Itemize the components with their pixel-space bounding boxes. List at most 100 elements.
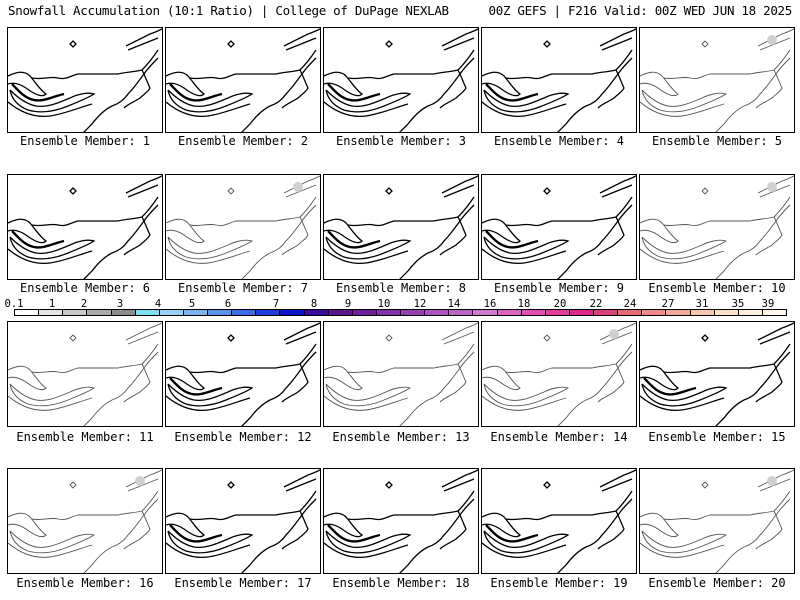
legend-tick-label: 5 xyxy=(188,298,196,310)
member-map xyxy=(8,322,162,426)
legend-tick-label: 3 xyxy=(116,298,124,310)
member-map xyxy=(166,175,320,279)
legend-color-box xyxy=(182,309,208,316)
legend-tick-label: 1 xyxy=(48,298,56,310)
ensemble-member-panel xyxy=(323,321,479,427)
ensemble-member-label: Ensemble Member: 1 xyxy=(19,134,151,148)
legend-color-box xyxy=(255,309,281,316)
ensemble-member-label: Ensemble Member: 12 xyxy=(174,430,312,444)
member-map xyxy=(324,469,478,573)
member-map xyxy=(482,175,636,279)
legend-color-box xyxy=(472,309,498,316)
ensemble-member-panel xyxy=(323,174,479,280)
member-map xyxy=(8,175,162,279)
legend-color-box xyxy=(231,309,257,316)
legend-tick-label: 18 xyxy=(517,298,531,310)
ensemble-member-label: Ensemble Member: 11 xyxy=(16,430,154,444)
legend-color-box xyxy=(713,309,739,316)
member-map xyxy=(166,322,320,426)
legend-tick-label: 9 xyxy=(344,298,352,310)
legend-color-box xyxy=(689,309,715,316)
legend-tick-label: 24 xyxy=(623,298,637,310)
member-map xyxy=(640,175,794,279)
legend-color-box xyxy=(351,309,377,316)
legend-tick-label: 8 xyxy=(310,298,318,310)
ensemble-member-panel xyxy=(639,27,795,133)
legend-color-box xyxy=(496,309,522,316)
ensemble-member-panel xyxy=(639,321,795,427)
legend-color-box xyxy=(761,309,787,316)
ensemble-member-label: Ensemble Member: 8 xyxy=(335,281,467,295)
legend-color-box xyxy=(38,309,64,316)
ensemble-member-label: Ensemble Member: 19 xyxy=(490,576,628,590)
legend-color-box xyxy=(593,309,619,316)
member-map xyxy=(640,469,794,573)
ensemble-member-label: Ensemble Member: 9 xyxy=(493,281,625,295)
ensemble-member-label: Ensemble Member: 7 xyxy=(177,281,309,295)
legend-tick-label: 0.1 xyxy=(4,298,24,310)
snow-area xyxy=(609,329,619,339)
ensemble-member-panel xyxy=(7,468,163,574)
legend-color-box xyxy=(544,309,570,316)
legend-tick-label: 31 xyxy=(695,298,709,310)
member-map xyxy=(166,469,320,573)
ensemble-member-label: Ensemble Member: 20 xyxy=(648,576,786,590)
ensemble-member-panel xyxy=(7,27,163,133)
ensemble-member-label: Ensemble Member: 4 xyxy=(493,134,625,148)
ensemble-member-panel xyxy=(323,468,479,574)
legend-color-box xyxy=(279,309,305,316)
member-map xyxy=(640,322,794,426)
ensemble-member-panel xyxy=(323,27,479,133)
legend-color-box xyxy=(207,309,233,316)
ensemble-member-label: Ensemble Member: 2 xyxy=(177,134,309,148)
legend-color-box xyxy=(62,309,88,316)
ensemble-member-label: Ensemble Member: 6 xyxy=(19,281,151,295)
legend-color-box xyxy=(86,309,112,316)
member-map xyxy=(324,322,478,426)
legend-color-box xyxy=(520,309,546,316)
ensemble-member-panel xyxy=(639,174,795,280)
ensemble-member-panel xyxy=(481,174,637,280)
member-map xyxy=(8,28,162,132)
ensemble-member-panel xyxy=(7,321,163,427)
member-map xyxy=(482,469,636,573)
legend-color-box xyxy=(327,309,353,316)
legend-color-box xyxy=(617,309,643,316)
legend-color-box xyxy=(110,309,136,316)
snow-area xyxy=(293,182,303,192)
legend-tick-label: 22 xyxy=(589,298,603,310)
legend-tick-label: 7 xyxy=(272,298,280,310)
ensemble-member-label: Ensemble Member: 10 xyxy=(648,281,786,295)
ensemble-member-panel xyxy=(481,321,637,427)
ensemble-member-label: Ensemble Member: 15 xyxy=(648,430,786,444)
legend-tick-label: 2 xyxy=(80,298,88,310)
legend-tick-label: 20 xyxy=(553,298,567,310)
ensemble-member-panel xyxy=(481,27,637,133)
ensemble-member-panel xyxy=(481,468,637,574)
legend-color-box xyxy=(14,309,40,316)
legend-color-box xyxy=(737,309,763,316)
legend-tick-label: 10 xyxy=(377,298,391,310)
legend-tick-label: 16 xyxy=(483,298,497,310)
ensemble-member-panel xyxy=(165,174,321,280)
legend-color-box xyxy=(568,309,594,316)
legend-color-box xyxy=(134,309,160,316)
legend-color-box xyxy=(400,309,426,316)
ensemble-member-panel xyxy=(165,321,321,427)
ensemble-member-panel xyxy=(165,468,321,574)
ensemble-member-label: Ensemble Member: 14 xyxy=(490,430,628,444)
forecast-valid-time: 00Z GEFS | F216 Valid: 00Z WED JUN 18 20… xyxy=(488,3,793,18)
member-map xyxy=(482,322,636,426)
legend-color-box xyxy=(448,309,474,316)
legend-color-box xyxy=(303,309,329,316)
ensemble-member-label: Ensemble Member: 17 xyxy=(174,576,312,590)
ensemble-member-label: Ensemble Member: 13 xyxy=(332,430,470,444)
member-map xyxy=(640,28,794,132)
chart-title: Snowfall Accumulation (10:1 Ratio) | Col… xyxy=(8,3,449,18)
member-map xyxy=(324,28,478,132)
ensemble-member-label: Ensemble Member: 18 xyxy=(332,576,470,590)
legend-tick-label: 39 xyxy=(761,298,775,310)
legend-color-box xyxy=(375,309,401,316)
snowfall-color-legend: 0.1 1 2 3 4 5 6 7 8 9 10 12 14 16 18 20 22 24 27 31 35 39 xyxy=(5,298,787,318)
member-map xyxy=(8,469,162,573)
